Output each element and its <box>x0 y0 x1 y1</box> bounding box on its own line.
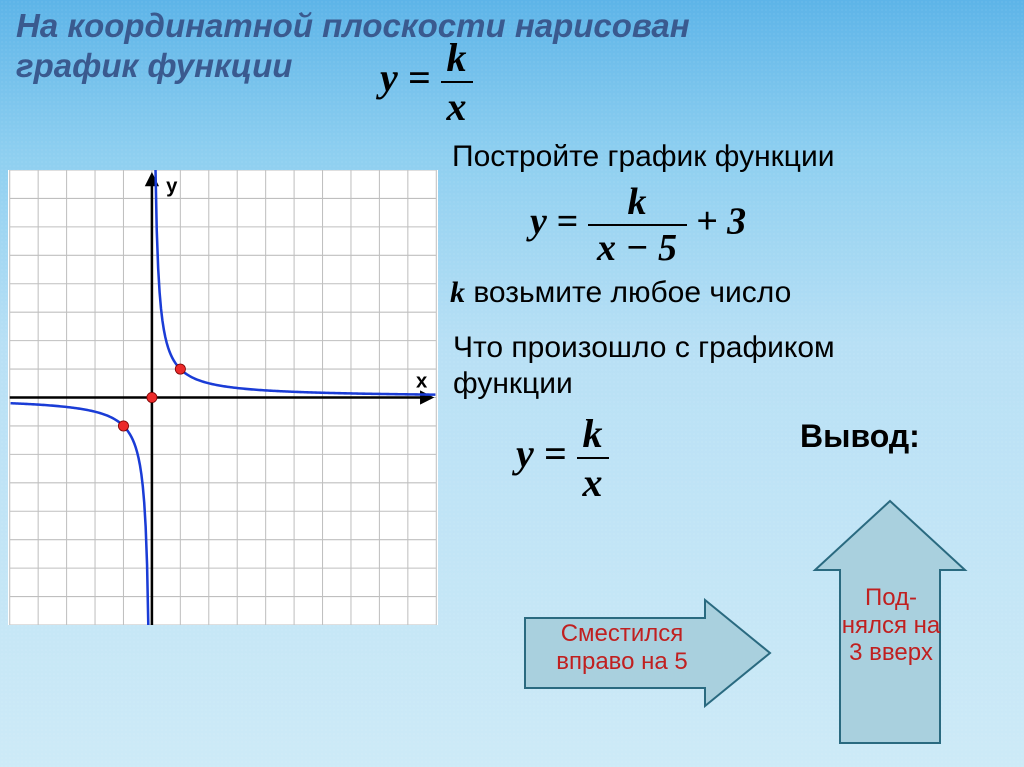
formula-shifted: y = k x − 5 + 3 <box>530 180 746 270</box>
eq3-frac: k x <box>577 410 609 506</box>
eq2-num: k <box>588 180 687 226</box>
arrow-up: Под- нялся на 3 вверх <box>810 498 970 748</box>
conclusion-label: Вывод: <box>800 418 920 455</box>
eq1-den: x <box>441 83 473 130</box>
eq2-tail: + 3 <box>696 201 746 243</box>
eq3-num: k <box>577 410 609 459</box>
slide: На координатной плоскости нарисован граф… <box>0 0 1024 767</box>
subtitle-build: Постройте график функции <box>452 140 835 174</box>
eq1-left: y = <box>380 55 441 100</box>
question-line1: Что произошло с графиком <box>453 331 835 364</box>
k-instruction: k возьмите любое число <box>450 276 791 310</box>
formula-repeat: y = k x <box>516 410 609 506</box>
eq2-frac: k x − 5 <box>588 180 687 270</box>
eq3-den: x <box>577 459 609 506</box>
k-rest: возьмите любое число <box>465 276 791 309</box>
k-letter: k <box>450 276 465 309</box>
arrow-right-label: Сместился вправо на 5 <box>537 620 707 675</box>
eq1-num: k <box>441 34 473 83</box>
arrow-right: Сместился вправо на 5 <box>515 598 775 708</box>
page-title: На координатной плоскости нарисован граф… <box>16 6 690 85</box>
svg-text:у: у <box>166 175 178 197</box>
svg-text:х: х <box>416 370 428 392</box>
formula-main: y = k x <box>380 34 473 130</box>
eq3-left: y = <box>516 431 577 476</box>
eq2-left: y = <box>530 201 588 243</box>
title-line1: На координатной плоскости нарисован <box>16 7 690 44</box>
question-line2: функции <box>453 367 573 400</box>
eq2-den: x − 5 <box>588 226 687 270</box>
hyperbola-chart: ух <box>8 170 438 625</box>
arrow-up-label: Под- нялся на 3 вверх <box>836 584 946 667</box>
eq1-frac: k x <box>441 34 473 130</box>
question: Что произошло с графиком функции <box>453 330 835 402</box>
chart-container: ух <box>8 170 438 625</box>
title-line2: график функции <box>16 47 292 84</box>
